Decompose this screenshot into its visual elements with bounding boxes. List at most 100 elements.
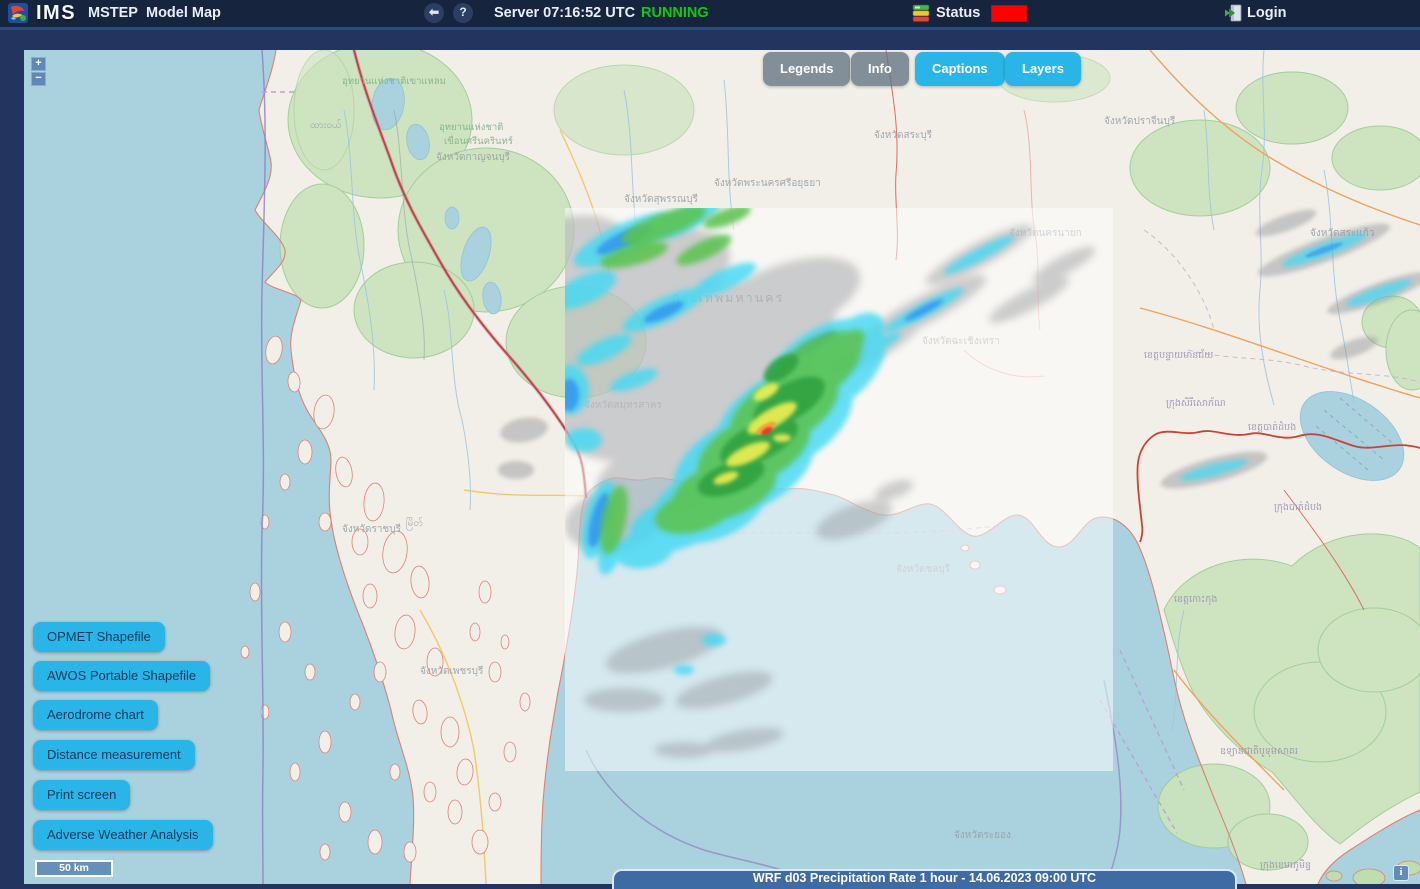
island (363, 482, 385, 522)
island (471, 829, 489, 855)
map-label: จังหวัดสุพรรณบุรี (624, 193, 699, 205)
map-label: ឧទ្យានជាតិបូទុមសាគរ (1220, 744, 1298, 758)
map-caption: WRF d03 Precipitation Rate 1 hour - 14.0… (612, 869, 1237, 889)
top-navbar: IMS MSTEP Model Map ⬅ ? Server 07:16:52 … (0, 0, 1420, 27)
radar-cloud-gray (565, 215, 1096, 758)
zoom-in-button[interactable]: + (31, 57, 46, 71)
island (447, 799, 463, 825)
map-label: จังหวัดเพชรบุรี (420, 665, 484, 677)
island (319, 843, 331, 861)
tool-button-awos-portable-shapefile[interactable]: AWOS Portable Shapefile (33, 661, 211, 691)
help-button[interactable]: ? (453, 3, 473, 23)
island (519, 692, 531, 712)
map-label: จังหวัดสระบุรี (874, 129, 933, 141)
page-title: Model Map (146, 5, 221, 21)
radar-intense-orange (756, 421, 776, 435)
island (373, 661, 387, 683)
island (423, 781, 437, 803)
streak-blue (1305, 242, 1343, 258)
island (389, 763, 401, 781)
map-label: อุทยานแห่งชาติ (439, 122, 503, 133)
map-label: จังหวัดพระนครศรีอยุธยา (714, 177, 821, 189)
scale-bar: 50 km (35, 860, 113, 877)
tool-button-aerodrome-chart[interactable]: Aerodrome chart (33, 700, 158, 730)
island (403, 841, 417, 863)
zoom-out-button[interactable]: − (31, 72, 46, 86)
island (297, 439, 313, 465)
status-flag[interactable] (991, 5, 1027, 22)
island (240, 645, 250, 659)
login-button[interactable]: Login (1247, 5, 1287, 21)
tab-info[interactable]: Info (851, 52, 909, 86)
map-label: ក្រុងខេមរភូមិន្ទ (1260, 858, 1311, 872)
tool-button-distance-measurement[interactable]: Distance measurement (33, 740, 195, 770)
map-label: จังหวัดปราจีนบุรี (1104, 115, 1176, 127)
island (367, 829, 383, 855)
tool-button-opmet-shapefile[interactable]: OPMET Shapefile (33, 622, 165, 652)
map-label: จังหวัดราชบุรี (342, 523, 402, 535)
back-button[interactable]: ⬅ (424, 3, 444, 23)
tab-captions[interactable]: Captions (915, 52, 1005, 86)
island (412, 699, 428, 725)
radar-streaks-outside (498, 209, 1420, 489)
map-label: ខេត្តបាត់ដំបង (1248, 420, 1296, 433)
border-thailand-cambodia (1136, 430, 1420, 543)
island (313, 394, 335, 430)
island (304, 663, 316, 681)
map-label: မြိတ် (406, 515, 423, 531)
island (488, 661, 502, 683)
island (1352, 868, 1386, 884)
attribution-info-icon[interactable]: i (1393, 865, 1409, 881)
tab-layers[interactable]: Layers (1005, 52, 1081, 86)
island (440, 716, 460, 748)
lake-dashes (1315, 397, 1397, 471)
status-icon (912, 4, 930, 27)
login-icon (1224, 4, 1242, 27)
map-viewport[interactable]: ထားဝယ် อุทยานแห่งชาติเขาแหลม อุทยานแห่งชาต… (24, 50, 1420, 884)
island (500, 634, 510, 650)
tool-button-print-screen[interactable]: Print screen (33, 780, 131, 810)
lakes (371, 77, 1405, 481)
island (426, 647, 444, 677)
radar-extreme-red (761, 427, 773, 435)
island (278, 621, 292, 643)
lake-bottom-right (1299, 391, 1405, 481)
status-label[interactable]: Status (936, 5, 981, 21)
map-label: ក្រុងសិរីសោភ័ណ (1166, 396, 1226, 410)
map-label: ខេត្តបន្ទាយមានជ័យ (1144, 348, 1213, 361)
island (410, 565, 430, 599)
server-status-badge: RUNNING (641, 5, 709, 21)
tab-legends[interactable]: Legends (763, 52, 851, 86)
app-subtitle: MSTEP (88, 5, 138, 21)
island (394, 614, 416, 650)
server-clock: Server 07:16:52 UTC (494, 5, 636, 21)
island (265, 335, 283, 365)
map-label: ក្រុងបាត់ដំបង (1274, 500, 1322, 514)
island (456, 758, 474, 786)
island (503, 741, 517, 763)
island (362, 583, 378, 609)
navbar-divider (0, 27, 1420, 30)
radar-heavy-yellow (713, 383, 797, 485)
island (351, 528, 369, 556)
island (335, 456, 353, 488)
map-label: จังหวัดกาญจนบุรี (436, 151, 511, 163)
map-label: ထားဝယ် (310, 118, 342, 131)
island (249, 582, 261, 602)
island (469, 622, 481, 642)
island (287, 371, 301, 393)
island (478, 580, 492, 604)
island (279, 473, 291, 491)
app-title: IMS (36, 2, 77, 24)
tool-button-adverse-weather-analysis[interactable]: Adverse Weather Analysis (33, 820, 213, 850)
island (349, 693, 361, 711)
map-label: จังหวัดระยอง (954, 830, 1011, 841)
island (382, 530, 408, 574)
map-label: ខេត្តកោះកុង (1174, 594, 1217, 606)
island (318, 730, 332, 754)
island (488, 792, 502, 812)
map-label: เขื่อนศรีนครินทร์ (444, 134, 513, 147)
island (318, 512, 332, 532)
islands-group (240, 335, 1420, 884)
